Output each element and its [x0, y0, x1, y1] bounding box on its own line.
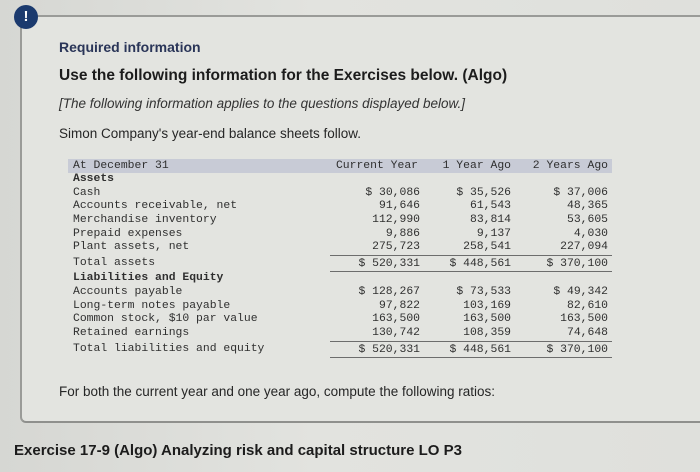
value-2-years-ago: $ 370,100 [514, 255, 612, 273]
required-information-panel [20, 15, 700, 423]
value-2-years-ago: 4,030 [573, 227, 608, 240]
table-row: Merchandise inventory 112,990 83,814 53,… [68, 214, 612, 228]
table-row: Plant assets, net 275,723 258,541 227,09… [68, 241, 612, 255]
value-1-year-ago: 83,814 [469, 214, 511, 227]
row-label: Plant assets, net [73, 241, 190, 254]
table-row: Long-term notes payable 97,822 103,169 8… [68, 300, 612, 314]
row-label: Retained earnings [73, 326, 190, 339]
liabilities-heading: Liabilities and Equity [73, 272, 224, 285]
value-current-year: 91,646 [378, 200, 420, 213]
row-label: Common stock, $10 par value [73, 313, 258, 326]
value-current-year: $ 520,331 [330, 255, 422, 273]
value-2-years-ago: 53,605 [566, 214, 608, 227]
value-1-year-ago: $ 73,533 [456, 285, 511, 298]
table-row: Accounts payable $ 128,267 $ 73,533 $ 49… [68, 286, 612, 300]
exercise-title: Exercise 17-9 (Algo) Analyzing risk and … [14, 442, 462, 459]
value-current-year: 97,822 [378, 299, 420, 312]
required-information-label: Required information [59, 39, 201, 55]
header-1-year-ago: 1 Year Ago [442, 160, 511, 172]
header-current-year: Current Year [335, 160, 418, 172]
total-assets-row: Total assets $ 520,331 $ 448,561 $ 370,1… [68, 255, 612, 273]
value-current-year: 112,990 [372, 214, 420, 227]
table-row: Accounts receivable, net 91,646 61,543 4… [68, 200, 612, 214]
total-liabilities-equity-row: Total liabilities and equity $ 520,331 $… [68, 340, 612, 358]
table-row: Prepaid expenses 9,886 9,137 4,030 [68, 228, 612, 242]
balance-sheet-table: At December 31 Current Year 1 Year Ago 2… [68, 159, 612, 358]
value-1-year-ago: 108,359 [463, 326, 511, 339]
value-2-years-ago: $ 37,006 [553, 186, 608, 199]
value-current-year: 275,723 [372, 241, 420, 254]
value-1-year-ago: $ 35,526 [456, 186, 511, 199]
ratio-instruction: For both the current year and one year a… [59, 384, 496, 399]
assets-heading: Assets [73, 173, 115, 185]
row-label: Total assets [73, 257, 156, 270]
value-1-year-ago: 103,169 [463, 299, 511, 312]
table-header-row: At December 31 Current Year 1 Year Ago 2… [68, 159, 612, 173]
value-1-year-ago: 163,500 [463, 313, 511, 326]
value-2-years-ago: 82,610 [566, 299, 608, 312]
value-current-year: $ 128,267 [358, 285, 420, 298]
value-current-year: 163,500 [372, 313, 420, 326]
value-1-year-ago: $ 448,561 [422, 255, 514, 273]
row-label: Accounts payable [73, 285, 183, 298]
value-2-years-ago: $ 49,342 [553, 285, 608, 298]
row-label: Long-term notes payable [73, 299, 231, 312]
instructions-heading: Use the following information for the Ex… [59, 67, 508, 84]
value-1-year-ago: 258,541 [463, 241, 511, 254]
row-label: Accounts receivable, net [73, 200, 238, 213]
row-label: Merchandise inventory [73, 214, 217, 227]
value-2-years-ago: 163,500 [560, 313, 608, 326]
value-2-years-ago: 74,648 [566, 326, 608, 339]
value-1-year-ago: 9,137 [476, 227, 511, 240]
header-2-years-ago: 2 Years Ago [532, 160, 608, 172]
value-current-year: 9,886 [385, 227, 420, 240]
header-label: At December 31 [73, 160, 169, 172]
row-label: Prepaid expenses [73, 227, 183, 240]
value-1-year-ago: $ 448,561 [422, 340, 514, 358]
value-current-year: $ 520,331 [330, 340, 422, 358]
alert-icon: ! [14, 5, 38, 29]
value-current-year: 130,742 [372, 326, 420, 339]
liabilities-heading-row: Liabilities and Equity [68, 272, 612, 286]
row-label: Cash [73, 186, 101, 199]
value-current-year: $ 30,086 [365, 186, 420, 199]
assets-heading-row: Assets [68, 173, 612, 187]
value-2-years-ago: 48,365 [566, 200, 608, 213]
table-row: Retained earnings 130,742 108,359 74,648 [68, 327, 612, 341]
intro-text: Simon Company's year-end balance sheets … [59, 126, 361, 141]
value-2-years-ago: $ 370,100 [514, 340, 612, 358]
row-label: Total liabilities and equity [73, 342, 265, 355]
table-row: Common stock, $10 par value 163,500 163,… [68, 313, 612, 327]
table-row: Cash $ 30,086 $ 35,526 $ 37,006 [68, 187, 612, 201]
applies-note: [The following information applies to th… [59, 96, 465, 111]
value-1-year-ago: 61,543 [469, 200, 511, 213]
value-2-years-ago: 227,094 [560, 241, 608, 254]
